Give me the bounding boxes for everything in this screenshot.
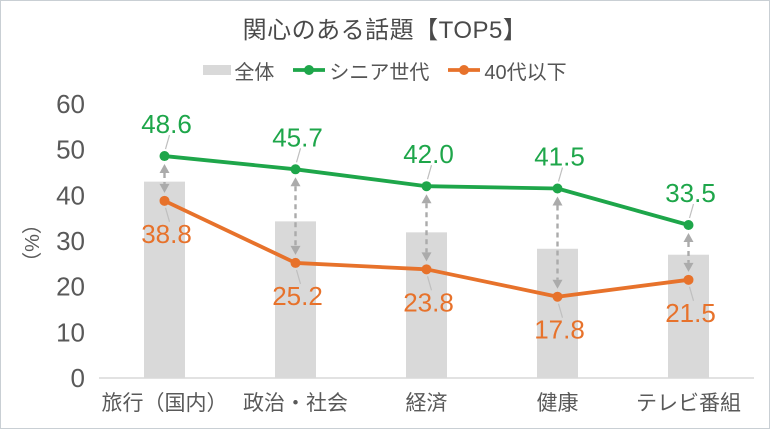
y-tick-label: 10 (56, 317, 85, 347)
senior-point (683, 220, 694, 231)
y-tick-label: 60 (56, 89, 85, 119)
data-label-senior: 48.6 (141, 109, 192, 139)
label-leader-line (557, 303, 564, 318)
legend-label-senior: シニア世代 (329, 61, 430, 84)
y-tick-label: 0 (71, 363, 85, 393)
label-leader-line (295, 148, 302, 163)
gap-arrow-head-down (683, 262, 694, 272)
y-tick-label: 50 (56, 135, 85, 165)
gap-arrow-head-down (290, 245, 301, 255)
data-label-senior: 33.5 (665, 178, 716, 208)
x-category-label: 政治・社会 (243, 392, 348, 415)
legend-item-overall: 全体 (203, 56, 274, 85)
under40-point (290, 257, 301, 268)
label-leader-line (426, 165, 433, 180)
label-leader-line (557, 167, 564, 182)
gap-arrow-head-up (552, 196, 563, 206)
senior-point (552, 183, 563, 194)
chart-title: 関心のある話題【TOP5】 (242, 17, 528, 44)
data-label-under40: 21.5 (665, 298, 716, 328)
legend-item-senior: シニア世代 (292, 56, 429, 85)
label-leader-line (164, 207, 171, 222)
under40-point (683, 274, 694, 285)
label-leader-line (164, 134, 171, 150)
under40-point (552, 291, 563, 302)
y-tick-label: 40 (56, 180, 85, 210)
gap-arrow-head-down (421, 252, 432, 262)
data-label-under40: 38.8 (141, 219, 192, 249)
x-category-label: 経済 (406, 392, 448, 415)
legend-line-swatch-icon (447, 64, 481, 76)
gap-arrow-head-down (552, 279, 563, 289)
gap-arrow-head-up (683, 233, 694, 243)
legend-label-overall: 全体 (234, 61, 275, 84)
label-leader-line (295, 269, 302, 285)
y-tick-label: 30 (56, 226, 85, 256)
data-label-senior: 41.5 (534, 141, 585, 171)
data-label-senior: 42.0 (403, 139, 454, 169)
legend-bar-swatch-icon (203, 65, 232, 75)
senior-point (421, 181, 432, 192)
gap-arrow-head-up (421, 194, 432, 204)
senior-point (290, 164, 301, 175)
gap-arrow-head-up (159, 164, 170, 174)
under40-point (159, 195, 170, 206)
label-leader-line (688, 203, 695, 219)
data-label-under40: 25.2 (272, 281, 323, 311)
y-axis-unit-label: （%） (21, 214, 44, 272)
gap-arrow-head-down (159, 183, 170, 193)
bar-overall (144, 181, 185, 378)
under40-point (421, 264, 432, 275)
legend-label-under40: 40代以下 (484, 61, 567, 84)
x-category-label: テレビ番組 (636, 392, 741, 415)
legend-item-under40: 40代以下 (447, 56, 567, 85)
legend-line-swatch-icon (292, 64, 326, 76)
x-category-label: 健康 (537, 392, 579, 415)
label-leader-line (426, 276, 433, 291)
data-label-senior: 45.7 (272, 122, 323, 152)
legend: 全体 シニア世代 40代以下 (1, 56, 769, 85)
bar-overall (537, 248, 578, 378)
x-category-label: 旅行（国内） (102, 392, 228, 415)
y-tick-label: 20 (56, 272, 85, 302)
data-label-under40: 17.8 (534, 315, 585, 345)
gap-arrow-head-up (290, 177, 301, 187)
label-leader-line (688, 286, 695, 301)
senior-point (159, 151, 170, 162)
data-label-under40: 23.8 (403, 287, 454, 317)
